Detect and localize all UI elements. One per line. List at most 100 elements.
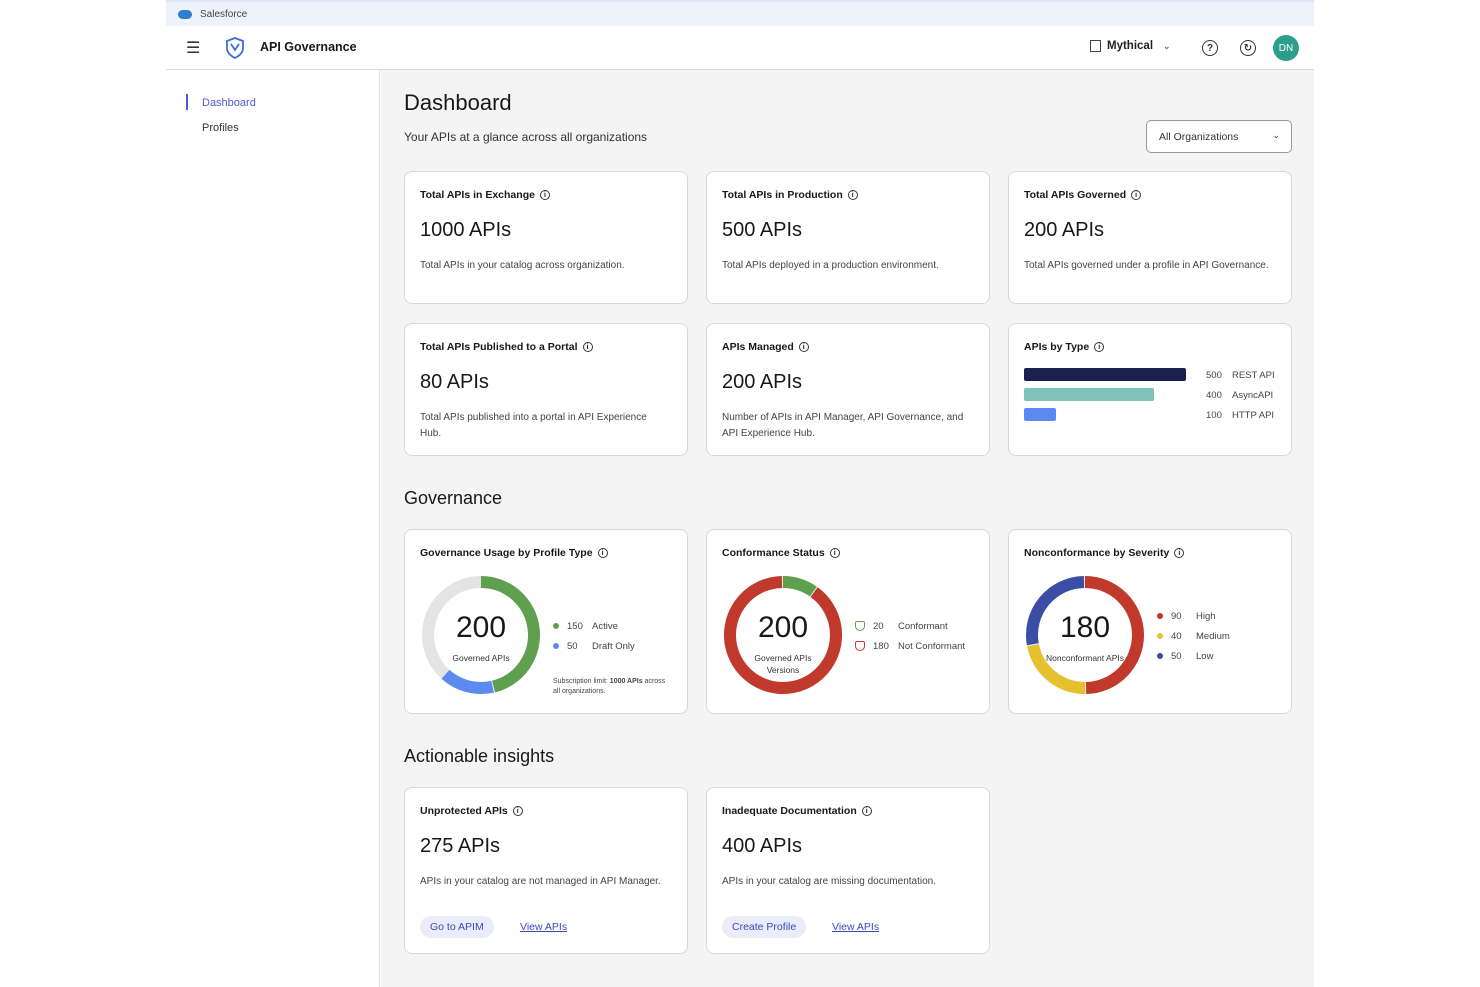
view-apis-link[interactable]: View APIs <box>520 921 568 933</box>
note-prefix: Subscription limit: <box>553 678 610 685</box>
insight-card-unprotected: Unprotected APIs i 275 APIs APIs in your … <box>404 787 688 954</box>
shield-x-icon <box>855 641 865 651</box>
card-title: Conformance Status i <box>722 547 840 559</box>
legend-value: 180 <box>873 640 889 652</box>
chevron-down-icon: ⌄ <box>1163 40 1171 51</box>
api-governance-logo-icon <box>226 37 244 59</box>
bar-value: 500 <box>1206 370 1222 381</box>
info-icon[interactable]: i <box>847 190 858 200</box>
legend-item-conformant: 20 Conformant <box>855 616 965 636</box>
legend-label: High <box>1196 610 1216 622</box>
sidebar-item-profiles[interactable]: Profiles <box>202 122 239 134</box>
donut-total: 200 <box>455 611 507 644</box>
bar-rest-api <box>1024 368 1186 381</box>
top-navigation: ☰ API Governance Mythical ⌄ ? ↻ DN <box>166 26 1314 70</box>
info-icon[interactable]: i <box>1094 342 1105 352</box>
card-title-text: Unprotected APIs <box>420 805 508 817</box>
donut-total: 180 <box>1059 611 1111 644</box>
info-icon[interactable]: i <box>539 190 550 200</box>
legend-label: Low <box>1196 650 1214 662</box>
donut-segment-high[interactable] <box>1084 576 1144 694</box>
info-icon[interactable]: i <box>597 548 608 558</box>
legend-dot <box>1157 613 1163 619</box>
legend-label: Not Conformant <box>898 640 966 652</box>
bar-http-api <box>1024 408 1057 421</box>
card-title-text: Total APIs Governed <box>1024 189 1127 201</box>
legend-dot <box>553 623 559 629</box>
help-icon[interactable]: ? <box>1202 40 1218 56</box>
info-icon[interactable]: i <box>582 342 593 352</box>
view-apis-link[interactable]: View APIs <box>832 921 880 933</box>
page-subtitle: Your APIs at a glance across all organiz… <box>404 130 648 144</box>
donut-segment-medium[interactable] <box>1027 643 1086 694</box>
card-title: Governance Usage by Profile Type i <box>420 547 608 559</box>
legend-value: 40 <box>1171 630 1182 642</box>
insight-card-documentation: Inadequate Documentation i 400 APIs APIs … <box>706 787 990 954</box>
legend-value: 50 <box>1171 650 1182 662</box>
avatar[interactable]: DN <box>1273 35 1299 61</box>
create-profile-button[interactable]: Create Profile <box>722 916 807 938</box>
history-icon[interactable]: ↻ <box>1240 40 1256 56</box>
card-title-text: Total APIs Published to a Portal <box>420 341 578 353</box>
card-value: 1000 APIs <box>420 219 512 241</box>
legend-dot <box>553 643 559 649</box>
card-title: Nonconformance by Severity i <box>1024 547 1185 559</box>
donut-segment-conformant[interactable] <box>782 576 817 597</box>
legend-item-low: 50 Low <box>1157 646 1230 666</box>
bar-async-api <box>1024 388 1154 401</box>
legend-dot <box>1157 633 1163 639</box>
donut-label: Nonconformant APIs <box>1046 653 1124 663</box>
donut-segment-not-conformant[interactable] <box>724 576 842 694</box>
info-icon[interactable]: i <box>861 806 872 816</box>
card-value: 80 APIs <box>420 371 489 393</box>
apis-by-type-card: APIs by Type i 500 REST API 400 AsyncAPI 10… <box>1008 323 1292 456</box>
org-switcher[interactable]: Mythical ⌄ <box>1090 40 1171 52</box>
donut-segment-low[interactable] <box>1026 576 1085 646</box>
conformance-status-card: Conformance Status i 200 Governed APIs Ve… <box>706 529 990 714</box>
bar-row: 500 REST API <box>1024 368 1279 388</box>
summary-card-managed: APIs Managed i 200 APIs Number of APIs in… <box>706 323 990 456</box>
info-icon[interactable]: i <box>1174 548 1185 558</box>
sidebar-item-dashboard[interactable]: Dashboard <box>202 97 256 109</box>
legend-value: 20 <box>873 620 884 632</box>
card-value: 400 APIs <box>722 835 803 857</box>
card-description: Total APIs governed under a profile in A… <box>1024 260 1269 271</box>
browser-tab-label[interactable]: Salesforce <box>200 8 248 20</box>
bar-value: 100 <box>1206 410 1222 421</box>
go-to-apim-button[interactable]: Go to APIM <box>420 916 494 938</box>
bar-label: 400 AsyncAPI <box>1206 390 1273 401</box>
card-description: APIs in your catalog are missing documen… <box>722 876 936 887</box>
insights-heading: Actionable insights <box>404 746 555 766</box>
org-name: Mythical <box>1107 40 1154 52</box>
legend-label: Conformant <box>898 620 948 632</box>
organization-filter-select[interactable]: All Organizations ⌄ <box>1146 120 1292 153</box>
chevron-down-icon: ⌄ <box>1272 130 1280 140</box>
nonconformance-severity-card: Nonconformance by Severity i 180 Nonconfo… <box>1008 529 1292 714</box>
legend-value: 90 <box>1171 610 1182 622</box>
card-title: Total APIs in Exchange i <box>420 189 550 201</box>
note-suffix: across all organizations. <box>553 678 666 695</box>
info-icon[interactable]: i <box>512 806 523 816</box>
info-icon[interactable]: i <box>829 548 840 558</box>
donut-legend: 150 Active 50 Draft Only <box>553 616 635 656</box>
legend-label: Active <box>592 620 618 632</box>
card-description: APIs in your catalog are not managed in … <box>420 876 661 887</box>
card-value: 200 APIs <box>1024 219 1105 241</box>
donut-center: 200 Governed APIs Versions <box>722 574 844 696</box>
legend-value: 150 <box>567 620 583 632</box>
card-value: 275 APIs <box>420 835 501 857</box>
summary-card-portal: Total APIs Published to a Portal i 80 API… <box>404 323 688 456</box>
donut-segment-active[interactable] <box>480 576 540 693</box>
active-indicator <box>186 94 188 110</box>
info-icon[interactable]: i <box>798 342 809 352</box>
info-icon[interactable]: i <box>1131 190 1142 200</box>
bar-category: REST API <box>1232 370 1275 381</box>
menu-icon[interactable]: ☰ <box>186 40 201 57</box>
donut-segment-draft-only[interactable] <box>441 669 494 694</box>
donut-label: Governed APIs Versions <box>754 653 812 675</box>
card-title: Unprotected APIs i <box>420 805 523 817</box>
legend-value: 50 <box>567 640 578 652</box>
donut-legend: 90 High 40 Medium 50 Low <box>1157 606 1230 666</box>
card-title-text: Inadequate Documentation <box>722 805 857 817</box>
bar-label: 500 REST API <box>1206 370 1275 381</box>
